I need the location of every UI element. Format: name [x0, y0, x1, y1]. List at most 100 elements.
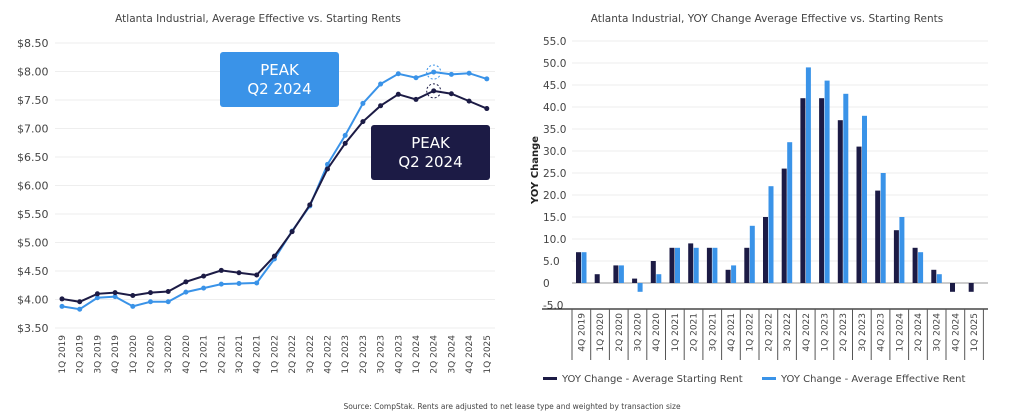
chart-title: Atlanta Industrial, Average Effective vs…	[115, 13, 401, 25]
data-point-effective	[395, 71, 401, 77]
data-point-effective	[165, 299, 171, 305]
data-point-effective	[59, 303, 65, 309]
bar-effective	[581, 252, 587, 283]
bar-starting	[576, 252, 581, 283]
data-point-starting	[413, 96, 419, 102]
x-tick-label: 3Q 2020	[633, 313, 643, 352]
data-point-starting	[236, 270, 242, 276]
y-tick-label: $8.00	[17, 66, 49, 79]
bar-starting	[893, 230, 899, 283]
legend-swatch-starting	[543, 377, 557, 380]
x-tick-label: 1Q 2021	[200, 335, 210, 374]
data-point-starting	[112, 290, 118, 296]
bar-effective	[805, 67, 811, 284]
x-tick-label: 4Q 2020	[182, 335, 192, 374]
data-point-starting	[130, 293, 136, 299]
y-tick-label: 10.0	[543, 234, 566, 246]
data-point-effective	[413, 75, 419, 81]
data-point-effective	[218, 281, 224, 287]
bar-effective	[862, 115, 867, 283]
data-point-effective	[77, 306, 83, 312]
data-point-effective	[466, 70, 472, 76]
x-tick-label: 1Q 2024	[412, 335, 422, 374]
bar-starting	[688, 243, 694, 283]
data-point-effective	[431, 69, 437, 75]
data-point-effective	[378, 81, 384, 87]
chart-title: Atlanta Industrial, YOY Change Average E…	[591, 13, 943, 25]
data-point-starting	[148, 290, 153, 296]
bar-effective	[656, 274, 662, 283]
series-line-starting	[61, 89, 488, 303]
bar-effective	[768, 186, 774, 283]
bar-effective	[787, 142, 793, 283]
series-line-effective	[61, 71, 488, 311]
data-point-starting	[254, 272, 260, 278]
x-tick-label: 1Q 2022	[746, 313, 756, 352]
bar-starting	[650, 261, 656, 283]
bar-starting	[837, 120, 843, 283]
y-tick-label: $8.50	[17, 37, 49, 50]
bar-starting	[950, 283, 955, 292]
peak-label: PEAK	[260, 61, 299, 79]
bar-effective	[712, 247, 718, 283]
data-point-starting	[289, 229, 295, 235]
data-point-starting	[342, 140, 348, 146]
x-tick-label: 2Q 2020	[615, 313, 625, 352]
y-tick-label: 45.0	[543, 80, 566, 92]
data-point-effective	[254, 280, 260, 286]
peak-date: Q2 2024	[398, 153, 463, 171]
data-point-starting	[378, 103, 384, 109]
bar-effective	[675, 247, 680, 283]
x-tick-label: 2Q 2022	[288, 335, 298, 374]
x-tick-label: 4Q 2019	[577, 313, 587, 352]
data-point-effective	[130, 303, 136, 309]
data-point-starting	[466, 98, 472, 104]
x-tick-label: 2Q 2023	[839, 313, 849, 352]
y-tick-label: 25.0	[543, 168, 566, 180]
data-point-effective	[484, 76, 490, 82]
bar-starting	[819, 98, 825, 283]
x-tick-label: 4Q 2021	[727, 313, 737, 352]
data-point-effective	[112, 294, 118, 300]
x-tick-label: 4Q 2021	[253, 335, 263, 374]
bar-effective	[693, 247, 699, 283]
x-tick-label: 3Q 2020	[164, 335, 174, 374]
data-point-starting	[183, 279, 189, 285]
y-tick-label: 55.0	[543, 36, 566, 48]
y-tick-label: 15.0	[543, 212, 566, 224]
legend-swatch-effective	[762, 377, 776, 380]
peak-label: PEAK	[411, 134, 450, 152]
data-point-effective	[201, 285, 207, 291]
data-point-starting	[360, 119, 366, 125]
bar-starting	[669, 247, 675, 283]
bar-starting	[594, 274, 600, 283]
data-point-starting	[77, 299, 83, 305]
x-tick-label: 2Q 2021	[690, 313, 700, 352]
data-point-starting	[201, 273, 207, 279]
bar-effective	[637, 283, 643, 292]
y-tick-label: $6.50	[17, 151, 49, 164]
bar-starting	[856, 146, 862, 283]
x-tick-label: 2Q 2024	[914, 313, 924, 352]
y-tick-label: 0	[543, 278, 550, 290]
y-tick-label: 20.0	[543, 190, 566, 202]
y-axis-label: YOY Change	[530, 136, 541, 205]
bar-effective	[618, 265, 624, 283]
x-tick-label: 2Q 2021	[217, 335, 227, 374]
x-tick-label: 1Q 2024	[895, 313, 905, 352]
data-point-effective	[448, 71, 454, 77]
y-tick-label: $5.00	[17, 237, 49, 250]
x-tick-label: 3Q 2024	[447, 335, 457, 374]
y-tick-label: 50.0	[543, 58, 566, 70]
peak-marker-effective	[426, 64, 442, 80]
x-tick-label: 4Q 2023	[877, 313, 887, 352]
peak-annotation-starting: PEAK Q2 2024	[371, 125, 490, 180]
x-tick-label: 1Q 2020	[596, 313, 606, 352]
legend-label: YOY Change - Average Starting Rent	[561, 374, 743, 385]
x-tick-label: 3Q 2022	[783, 313, 793, 352]
x-tick-label: 4Q 2024	[951, 313, 961, 352]
bar-starting	[725, 269, 731, 283]
x-tick-label: 1Q 2025	[970, 313, 980, 352]
x-tick-label: 1Q 2021	[671, 313, 681, 352]
bar-starting	[781, 168, 787, 283]
